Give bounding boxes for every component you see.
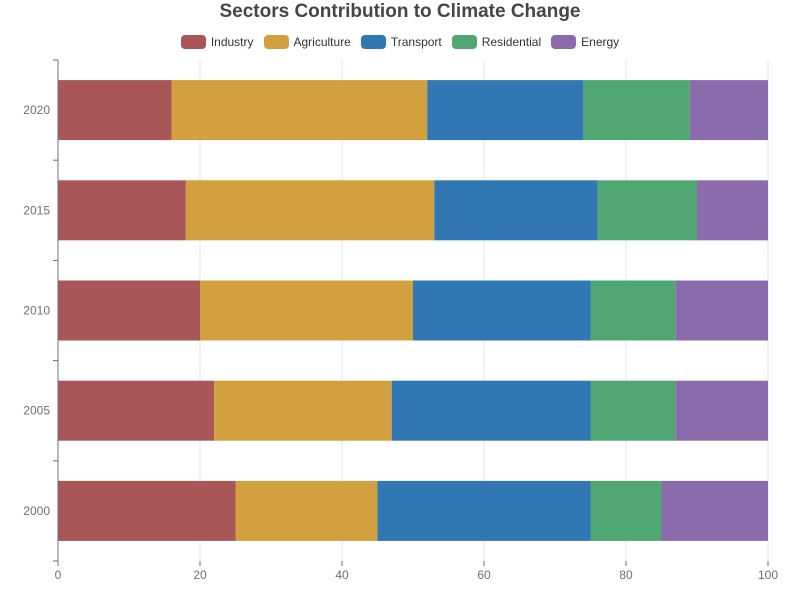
legend-label: Energy	[581, 35, 620, 49]
y-tick-label: 2020	[23, 103, 50, 117]
legend-label: Transport	[390, 35, 442, 49]
bar-transport-2020[interactable]	[427, 80, 584, 141]
bar-agriculture-2005[interactable]	[214, 380, 392, 441]
bar-industry-2000[interactable]	[58, 480, 236, 541]
bar-agriculture-2010[interactable]	[200, 280, 413, 341]
bar-energy-2015[interactable]	[697, 180, 768, 241]
bar-energy-2020[interactable]	[689, 80, 768, 141]
legend-item-industry[interactable]: Industry	[180, 35, 254, 49]
chart-title: Sectors Contribution to Climate Change	[219, 1, 581, 22]
bar-residential-2005[interactable]	[590, 380, 676, 441]
x-tick-label: 80	[619, 568, 633, 582]
y-tick-label: 2000	[23, 504, 50, 518]
x-tick-label: 0	[55, 568, 62, 582]
bar-transport-2000[interactable]	[377, 480, 591, 541]
x-tick-label: 40	[335, 568, 349, 582]
bar-transport-2005[interactable]	[391, 380, 591, 441]
legend-item-energy[interactable]: Energy	[551, 35, 619, 49]
bar-industry-2005[interactable]	[58, 380, 215, 441]
legend-label: Residential	[481, 35, 542, 49]
x-tick-label: 20	[193, 568, 207, 582]
legend-item-transport[interactable]: Transport	[360, 35, 442, 49]
bar-agriculture-2015[interactable]	[185, 180, 435, 241]
bar-agriculture-2020[interactable]	[171, 80, 428, 141]
legend-item-agriculture[interactable]: Agriculture	[263, 35, 351, 49]
x-tick-label: 100	[758, 568, 778, 582]
bar-energy-2000[interactable]	[661, 480, 769, 541]
y-tick-label: 2005	[23, 404, 50, 418]
bar-residential-2000[interactable]	[590, 480, 662, 541]
legend: Industry Agriculture Transport Residential E…	[0, 32, 800, 52]
bar-residential-2020[interactable]	[583, 80, 690, 141]
bar-energy-2005[interactable]	[675, 380, 768, 441]
bar-industry-2015[interactable]	[58, 180, 186, 241]
bar-residential-2015[interactable]	[597, 180, 697, 241]
legend-swatch	[551, 35, 577, 49]
y-tick-label: 2010	[23, 304, 50, 318]
x-tick-label: 60	[477, 568, 491, 582]
y-tick-label: 2015	[23, 203, 50, 217]
bar-residential-2010[interactable]	[590, 280, 676, 341]
bar-agriculture-2000[interactable]	[235, 480, 378, 541]
bar-energy-2010[interactable]	[675, 280, 768, 341]
legend-label: Agriculture	[293, 35, 351, 49]
legend-swatch	[263, 35, 289, 49]
bar-industry-2010[interactable]	[58, 280, 200, 341]
legend-swatch	[360, 35, 386, 49]
bar-transport-2010[interactable]	[413, 280, 591, 341]
legend-item-residential[interactable]: Residential	[451, 35, 542, 49]
legend-swatch	[451, 35, 477, 49]
legend-label: Industry	[210, 35, 254, 49]
bar-industry-2020[interactable]	[58, 80, 172, 141]
legend-swatch	[180, 35, 206, 49]
bar-transport-2015[interactable]	[434, 180, 598, 241]
